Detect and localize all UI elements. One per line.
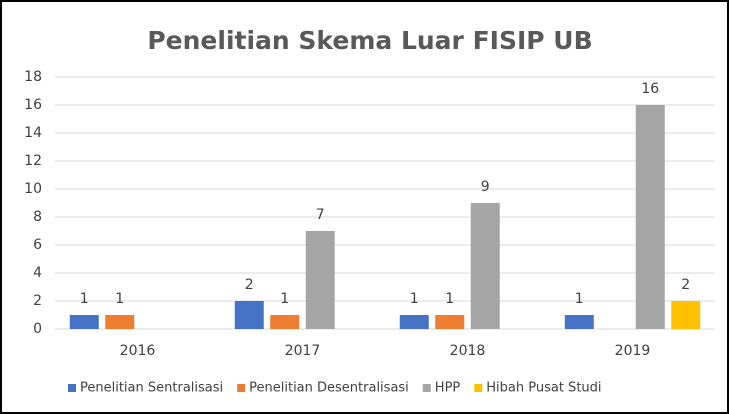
- chart-title: Penelitian Skema Luar FISIP UB: [147, 26, 592, 55]
- data-label: 2: [681, 277, 690, 293]
- y-tick-label: 16: [24, 97, 42, 113]
- legend-label: Penelitian Desentralisasi: [249, 381, 409, 396]
- data-label: 16: [641, 81, 659, 97]
- y-tick-label: 6: [33, 237, 42, 253]
- data-label: 7: [316, 207, 325, 223]
- x-tick-label: 2019: [615, 343, 651, 359]
- y-tick-label: 0: [33, 321, 42, 337]
- y-tick-label: 10: [24, 181, 42, 197]
- data-label: 1: [575, 291, 584, 307]
- bar: [270, 315, 300, 329]
- y-tick-label: 12: [24, 153, 42, 169]
- data-label: 1: [80, 291, 89, 307]
- bar: [435, 315, 465, 329]
- y-tick-label: 8: [33, 209, 42, 225]
- legend-label: Hibah Pusat Studi: [486, 381, 601, 396]
- legend-swatch: [237, 384, 246, 392]
- y-tick-label: 14: [24, 125, 42, 141]
- bar: [470, 203, 500, 329]
- data-label: 1: [115, 291, 124, 307]
- legend-swatch: [422, 384, 431, 392]
- data-label: 1: [410, 291, 419, 307]
- data-label: 2: [245, 277, 254, 293]
- legend-label: Penelitian Sentralisasi: [80, 381, 223, 396]
- bar: [399, 315, 429, 329]
- bar: [234, 301, 264, 329]
- y-tick-label: 18: [24, 69, 42, 85]
- y-tick-label: 2: [33, 293, 42, 309]
- data-label: 1: [280, 291, 289, 307]
- x-tick-label: 2018: [450, 343, 486, 359]
- bar: [564, 315, 594, 329]
- x-tick-label: 2017: [285, 343, 321, 359]
- bar: [635, 105, 665, 329]
- bar: [671, 301, 701, 329]
- x-tick-label: 2016: [120, 343, 156, 359]
- data-label: 9: [481, 179, 490, 195]
- data-label: 1: [445, 291, 454, 307]
- y-tick-label: 4: [33, 265, 42, 281]
- legend-swatch: [68, 384, 76, 392]
- bar: [105, 315, 135, 329]
- legend-swatch: [474, 384, 483, 392]
- legend-label: HPP: [435, 381, 461, 396]
- bar: [305, 231, 335, 329]
- bar: [69, 315, 99, 329]
